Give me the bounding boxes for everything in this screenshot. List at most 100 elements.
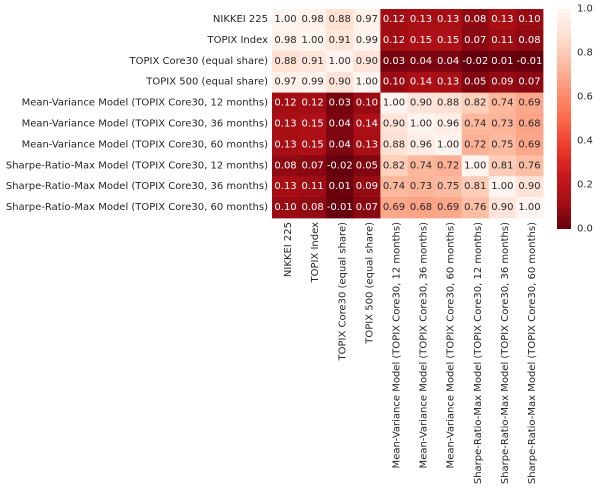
cell-value-label: 0.13 <box>437 14 459 25</box>
cell-value-label: 0.13 <box>491 14 513 25</box>
heatmap-cell <box>326 176 354 198</box>
y-tick-label: TOPIX 500 (equal share) <box>145 77 268 88</box>
heatmap-cell <box>461 92 490 114</box>
cell-value-label: 0.09 <box>356 181 378 192</box>
cell-value-label: 0.91 <box>302 56 324 67</box>
cell-value-label: 0.81 <box>491 160 513 171</box>
heatmap-cell <box>407 113 435 135</box>
y-tick-label: Sharpe-Ratio-Max Model (TOPIX Core30, 60… <box>6 202 268 213</box>
cell-value-label: 0.98 <box>274 35 296 46</box>
heatmap-cell <box>326 9 354 31</box>
cell-value-label: 0.13 <box>274 181 296 192</box>
cell-value-label: 0.90 <box>383 118 405 129</box>
heatmap-cell <box>515 92 544 114</box>
x-tick-label: TOPIX 500 (equal share) <box>364 222 375 345</box>
heatmap-cell <box>461 155 490 177</box>
cell-value-label: 0.90 <box>329 77 351 88</box>
heatmap-cell <box>407 134 435 156</box>
x-tick-label: TOPIX Index <box>310 222 321 284</box>
y-tick-labels: NIKKEI 225 TOPIX Index TOPIX Core30 (equal… <box>6 14 268 213</box>
heatmap-cell <box>272 29 300 52</box>
colorbar-gradient <box>557 9 571 229</box>
cell-value-label: 0.04 <box>437 56 459 67</box>
heatmap-cell <box>488 50 517 73</box>
cell-value-label: 0.04 <box>329 118 351 129</box>
cell-value-label: 0.13 <box>410 14 432 25</box>
heatmap-cell <box>299 155 327 177</box>
heatmap-cell <box>380 50 408 73</box>
colorbar: 0.0 0.2 0.4 0.6 0.8 1.0 <box>557 4 593 235</box>
cell-value-label: 0.11 <box>302 181 324 192</box>
cell-value-label: 0.04 <box>329 139 351 150</box>
heatmap-cell <box>299 71 327 93</box>
cell-value-label: 0.74 <box>383 181 405 192</box>
heatmap-cell <box>353 197 381 219</box>
cell-value-label: 0.15 <box>302 118 324 129</box>
cell-value-label: 0.07 <box>518 77 540 88</box>
heatmap-cell <box>353 71 381 93</box>
cell-value-label: 1.00 <box>274 14 296 25</box>
heatmap-cell <box>272 176 300 198</box>
heatmap-cell <box>380 113 408 135</box>
cell-value-label: 0.15 <box>302 139 324 150</box>
cell-value-label: 0.72 <box>437 160 459 171</box>
heatmap-cell <box>434 134 463 156</box>
x-tick-label: Mean-Variance Model (TOPIX Core30, 60 mo… <box>446 222 457 469</box>
cell-value-label: 0.15 <box>410 35 432 46</box>
heatmap-cell <box>326 92 354 114</box>
colorbar-tick-label: 0.0 <box>577 224 593 235</box>
cell-value-label: 0.82 <box>383 160 405 171</box>
heatmap-cell <box>407 155 435 177</box>
heatmap-cell <box>461 113 490 135</box>
cell-value-label: 0.90 <box>491 202 513 213</box>
y-tick-label: TOPIX Core30 (equal share) <box>129 56 269 67</box>
heatmap-cell <box>380 155 408 177</box>
heatmap-cell <box>515 71 544 93</box>
cell-value-label: 0.12 <box>383 14 405 25</box>
heatmap-cell <box>488 176 517 198</box>
cell-value-label: 0.11 <box>491 35 513 46</box>
cell-value-label: 0.96 <box>410 139 432 150</box>
cell-value-label: 0.74 <box>410 160 432 171</box>
cell-value-label: 0.90 <box>356 56 378 67</box>
cell-value-label: 0.13 <box>356 139 378 150</box>
cell-value-label: 0.05 <box>356 160 378 171</box>
heatmap-cell <box>272 197 300 219</box>
y-tick-label: NIKKEI 225 <box>213 14 268 25</box>
cell-value-label: 0.74 <box>491 98 513 109</box>
heatmap-cell <box>299 29 327 52</box>
cell-value-label: 1.00 <box>329 56 351 67</box>
cell-value-label: 0.91 <box>329 35 351 46</box>
heatmap-cell <box>434 113 463 135</box>
colorbar-tick-label: 0.2 <box>577 180 593 191</box>
cell-value-label: 0.97 <box>356 14 378 25</box>
cell-value-label: 0.13 <box>274 118 296 129</box>
cell-value-label: 0.08 <box>302 202 324 213</box>
cell-value-label: 1.00 <box>410 118 432 129</box>
x-tick-labels: NIKKEI 225 TOPIX Index TOPIX Core30 (equal… <box>283 222 538 484</box>
heatmap-cell <box>461 71 490 93</box>
heatmap-cell <box>515 155 544 177</box>
heatmap-cell <box>380 197 408 219</box>
cell-value-label: 0.15 <box>437 35 459 46</box>
heatmap-cell <box>515 197 544 219</box>
cell-value-label: 0.01 <box>491 56 513 67</box>
heatmap-cell <box>299 9 327 31</box>
cell-value-label: 0.07 <box>356 202 378 213</box>
heatmap-cell <box>515 50 544 73</box>
cell-value-label: 0.76 <box>464 202 486 213</box>
cell-value-label: 0.12 <box>274 98 296 109</box>
heatmap-cell <box>353 113 381 135</box>
heatmap-cell <box>488 71 517 93</box>
heatmap-cell <box>461 29 490 52</box>
cell-value-label: 0.76 <box>518 160 540 171</box>
cell-value-label: 0.69 <box>437 202 459 213</box>
cell-value-label: 0.03 <box>383 56 405 67</box>
cell-value-label: 0.88 <box>383 139 405 150</box>
cell-value-label: 0.82 <box>464 98 486 109</box>
cell-value-label: 0.01 <box>329 181 351 192</box>
cell-value-label: 0.90 <box>410 98 432 109</box>
heatmap-cell <box>434 155 463 177</box>
heatmap-cell <box>461 176 490 198</box>
heatmap-cell <box>380 176 408 198</box>
